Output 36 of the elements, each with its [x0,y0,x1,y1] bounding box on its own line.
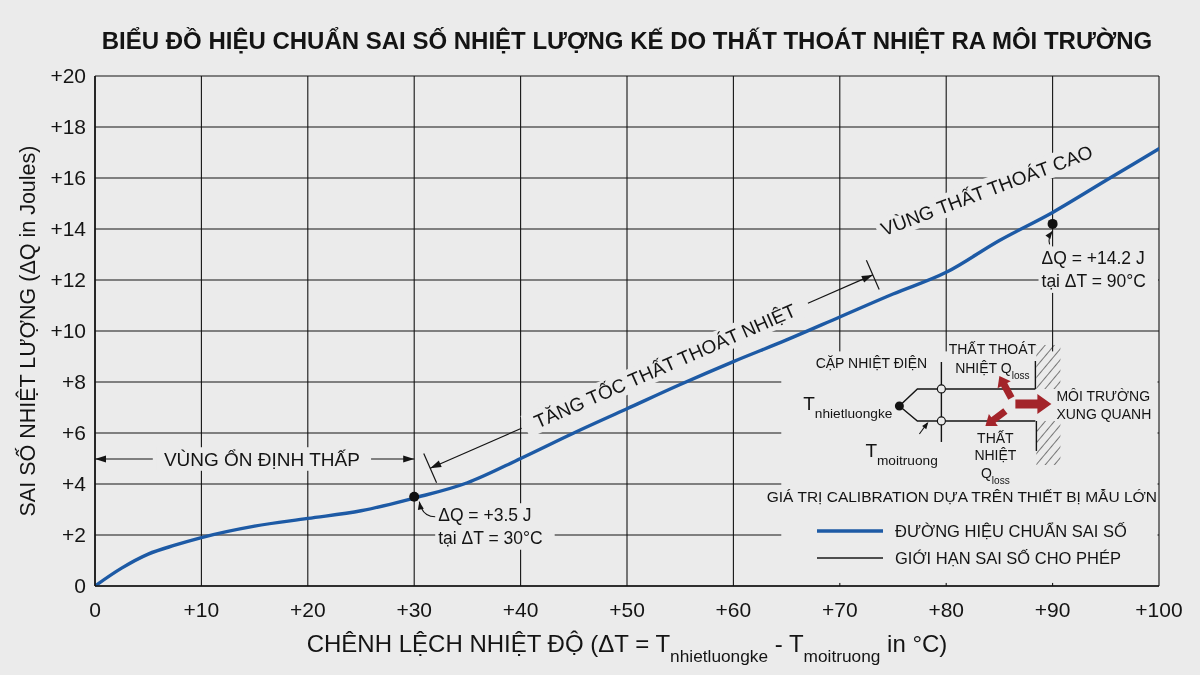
annotation: VÙNG ỔN ĐỊNH THẤP [163,448,360,470]
y-tick-label: +6 [62,421,86,445]
x-tick-label: +70 [821,597,858,621]
x-tick-label: +80 [928,597,965,621]
x-tick-label: +60 [715,597,752,621]
y-tick-label: +2 [62,523,86,547]
annotation: ΔQ = +3.5 J tại ΔT = 30°C [438,504,543,548]
y-tick-label: +14 [50,217,87,241]
chart-title: BIỂU ĐỒ HIỆU CHUẨN SAI SỐ NHIỆT LƯỢNG KẾ DO THẤT THOÁT NHIỆT RA MÔI TRƯỜNG [101,27,1153,54]
legend-label: ĐƯỜNG HIỆU CHUẨN SAI SỐ [895,520,1127,540]
x-tick-label: +20 [289,597,326,621]
annotation: ΔQ = +14.2 J tại ΔT = 90°C [1041,247,1146,291]
y-tick-label: +10 [50,319,86,343]
x-tick-label: +50 [609,597,645,621]
annotation: CẶP NHIỆT ĐIỆN [815,354,928,371]
y-tick-label: +8 [62,370,86,394]
annotation: THẤT NHIỆT Q$_{loss}$ [974,429,1017,486]
x-tick-label: +30 [396,597,433,621]
y-tick-label: +18 [50,115,86,139]
y-tick-label: +16 [50,166,86,190]
y-tick-label: +20 [50,64,86,88]
annotation: THẤT THOÁT NHIỆT Q$_{loss}$ [948,340,1037,381]
legend-title: GIÁ TRỊ CALIBRATION DỰA TRÊN THIẾT BỊ MẪU LỚN [766,487,1157,505]
y-tick-label: +4 [62,472,87,496]
x-tick-label: +10 [183,597,220,621]
annotation: MÔI TRƯỜNG XUNG QUANH [1056,387,1152,422]
x-tick-label: +40 [502,597,539,621]
x-tick-label: +100 [1135,597,1183,621]
y-tick-label: 0 [74,574,86,598]
annotation: T$_{moitruong}$ [865,439,938,468]
y-tick-label: +12 [50,268,86,292]
y-axis-title: SAI SỐ NHIỆT LƯỢNG (ΔQ in Joules) [14,145,40,517]
annotation: T$_{nhietluongke}$ [803,392,893,421]
x-axis-title: CHÊNH LỆCH NHIỆT ĐỘ (ΔT = T$_{nhietluongke}$ - T$_{moitruong}$ in °C) [306,630,948,666]
x-tick-label: +90 [1034,597,1071,621]
legend-label: GIỚI HẠN SAI SỐ CHO PHÉP [895,547,1121,567]
